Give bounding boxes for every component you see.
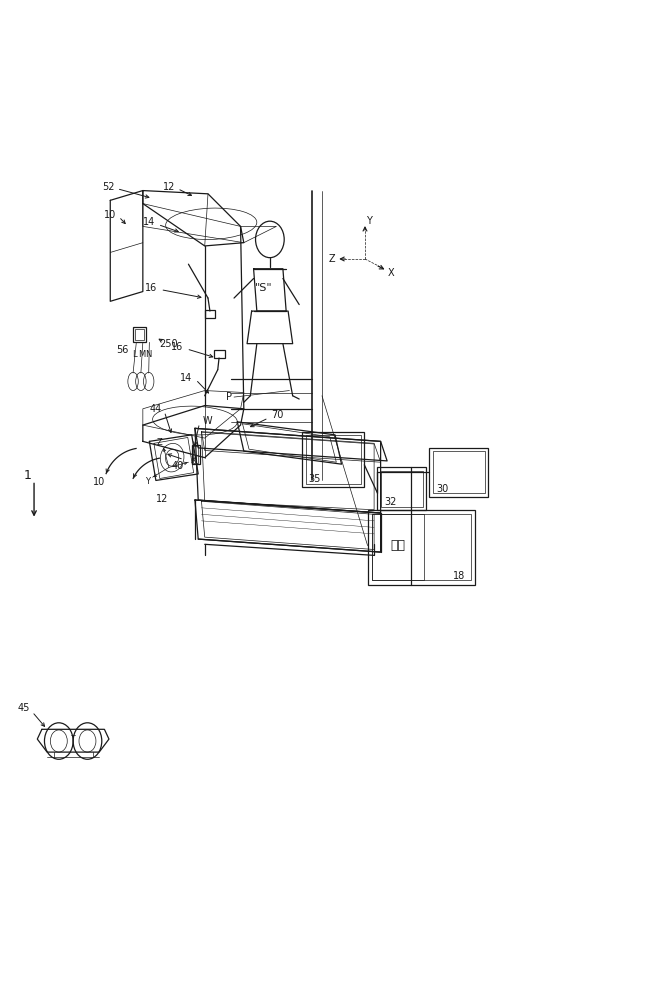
Text: M: M — [138, 350, 145, 359]
Text: 40: 40 — [171, 461, 183, 471]
Text: 32: 32 — [384, 497, 397, 507]
Text: L: L — [132, 350, 137, 359]
Bar — [193, 446, 198, 463]
Text: 35: 35 — [308, 474, 321, 484]
Text: 18: 18 — [453, 571, 465, 581]
Text: 16: 16 — [145, 283, 158, 293]
Text: X: X — [191, 456, 196, 465]
Text: Y: Y — [145, 477, 150, 486]
Bar — [302, 432, 365, 487]
Text: 52: 52 — [102, 182, 114, 192]
Bar — [205, 310, 215, 318]
Bar — [372, 514, 470, 580]
Text: Z: Z — [328, 254, 335, 264]
Text: 14: 14 — [181, 373, 193, 383]
Bar — [214, 350, 225, 358]
Bar — [430, 448, 488, 497]
Text: Y: Y — [366, 216, 372, 226]
Text: Z: Z — [156, 438, 162, 447]
Text: X: X — [388, 268, 394, 278]
Text: 44: 44 — [150, 404, 162, 414]
Text: "S": "S" — [254, 283, 272, 293]
Text: P: P — [227, 392, 233, 402]
Text: 10: 10 — [104, 210, 116, 220]
Bar — [135, 329, 144, 340]
Bar — [433, 451, 485, 493]
Text: 14: 14 — [143, 217, 156, 227]
Bar — [192, 445, 200, 464]
Text: 70: 70 — [271, 410, 283, 420]
Text: 10: 10 — [93, 477, 105, 487]
Text: 16: 16 — [171, 342, 183, 352]
Bar — [306, 435, 361, 484]
Text: 1: 1 — [24, 469, 32, 482]
Text: 12: 12 — [156, 494, 169, 504]
Bar — [367, 510, 475, 585]
Text: 12: 12 — [163, 182, 175, 192]
Bar — [133, 327, 146, 342]
Text: 30: 30 — [436, 484, 449, 494]
Text: 56: 56 — [116, 345, 128, 355]
Text: 45: 45 — [18, 703, 30, 713]
Text: W: W — [203, 416, 213, 426]
Bar — [372, 514, 424, 580]
Text: 电机: 电机 — [390, 539, 405, 552]
Text: 250: 250 — [160, 339, 178, 349]
Bar — [380, 471, 423, 507]
Bar — [377, 467, 426, 510]
Text: N: N — [145, 350, 152, 359]
